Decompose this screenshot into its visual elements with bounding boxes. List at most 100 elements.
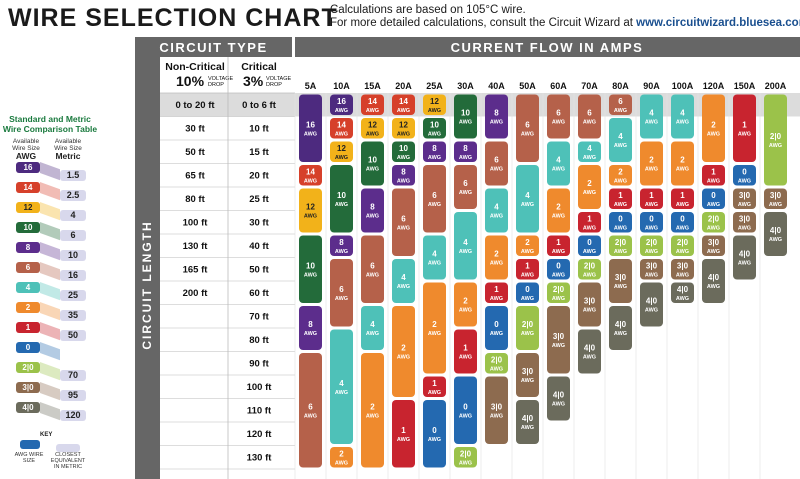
wire-pill-unit: AWG (614, 284, 627, 290)
wire-pill-12 (361, 118, 384, 139)
wire-pill-4-0 (702, 259, 725, 303)
wire-pill-1 (578, 212, 601, 233)
wire-pill-unit: AWG (459, 460, 472, 466)
wire-pill-1 (516, 259, 539, 280)
wire-pill-gauge: 6 (525, 120, 530, 129)
wire-pill-4-0 (547, 376, 570, 421)
wire-pill-gauge: 1 (587, 214, 592, 223)
wire-pill-gauge: 0 (463, 402, 468, 411)
comparison-awg-swatch: 0 (16, 342, 40, 353)
wire-pill-unit: AWG (459, 120, 472, 126)
wire-pill-6 (330, 259, 353, 327)
wire-pill-gauge: 1 (680, 191, 685, 200)
amp-header: 25A (426, 81, 443, 91)
wire-pill-gauge: 3|0 (491, 402, 503, 411)
wire-pill-unit: AWG (552, 167, 565, 173)
noncritical-length-label: 30 ft (185, 124, 205, 135)
wire-pill-unit: AWG (304, 272, 317, 278)
wire-pill-4-0 (764, 212, 787, 256)
wire-pill-unit: AWG (552, 402, 565, 408)
wire-pill-0 (454, 376, 477, 444)
wire-pill-0 (423, 400, 446, 468)
circuit-wizard-link[interactable]: www.circuitwizard.bluesea.com (636, 17, 800, 29)
comparison-metric-value: 1.5 (60, 170, 86, 181)
current-flow-bar (295, 37, 800, 57)
wire-pill-4 (547, 141, 570, 186)
wire-pill-gauge: 2|0 (584, 261, 596, 270)
wire-pill-unit: AWG (397, 155, 410, 161)
amp-header: 5A (305, 81, 317, 91)
wire-pill-unit: AWG (397, 437, 410, 443)
wire-pill-gauge: 0 (587, 238, 592, 247)
comparison-table: Standard and Metric Wire Comparison Tabl… (0, 110, 135, 479)
wire-pill-gauge: 6 (587, 109, 592, 118)
wire-pill-unit: AWG (335, 390, 348, 396)
wire-pill-gauge: 1 (432, 379, 437, 388)
wire-pill-unit: AWG (428, 202, 441, 208)
wire-pill-gauge: 0 (742, 167, 747, 176)
wire-pill-gauge: 0 (432, 426, 437, 435)
wire-pill-unit: AWG (428, 331, 441, 337)
wire-pill-unit: AWG (521, 272, 534, 278)
wire-pill-16 (299, 94, 322, 162)
noncritical-vd-2: DROP (208, 82, 224, 88)
wire-pill-unit: AWG (366, 108, 379, 114)
wire-pill-6 (299, 353, 322, 468)
comparison-title-1: Standard and Metric (9, 114, 91, 124)
wire-pill-unit: AWG (366, 167, 379, 173)
wire-pill-16 (330, 94, 353, 115)
wire-pill-gauge: 6 (463, 179, 468, 188)
critical-pct: 3% (243, 73, 264, 89)
wire-pill-unit: AWG (459, 155, 472, 161)
wire-pill-unit: AWG (490, 261, 503, 267)
wire-pill-unit: AWG (459, 190, 472, 196)
amp-header: 20A (395, 81, 412, 91)
wire-pill-unit: AWG (335, 155, 348, 161)
wire-pill-unit: AWG (366, 331, 379, 337)
wire-pill-gauge: 0 (649, 214, 654, 223)
wire-pill-unit: AWG (335, 296, 348, 302)
wire-pill-gauge: 4 (401, 273, 406, 282)
wire-pill-2-0 (485, 353, 508, 374)
critical-length-label: 120 ft (247, 429, 273, 440)
wire-pill-1 (547, 235, 570, 256)
wire-pill-gauge: 2|0 (460, 449, 472, 458)
critical-length-label: 90 ft (249, 359, 269, 370)
wire-pill-3-0 (578, 282, 601, 327)
wire-pill-2-0 (764, 94, 787, 186)
comparison-awg-swatch: 1 (16, 322, 40, 333)
wire-pill-4-0 (609, 306, 632, 350)
wire-pill-unit: AWG (428, 131, 441, 137)
wire-pill-gauge: 2|0 (553, 285, 565, 294)
wire-pill-gauge: 2|0 (708, 214, 720, 223)
wire-pill-unit: AWG (769, 143, 782, 149)
wire-pill-2-0 (547, 282, 570, 303)
wire-pill-3-0 (516, 353, 539, 397)
amp-header: 150A (734, 81, 756, 91)
wire-pill-unit: AWG (459, 308, 472, 314)
comparison-metric-value: 6 (60, 230, 86, 241)
comparison-metric-value: 4 (60, 210, 86, 221)
wire-pill-1 (702, 165, 725, 186)
wire-pill-gauge: 4|0 (677, 285, 689, 294)
wire-pill-14 (330, 118, 353, 139)
key-awg-label: AWG WIRE SIZE (14, 452, 44, 464)
wire-pill-4 (516, 165, 539, 233)
wire-pill-gauge: 1 (401, 426, 406, 435)
wire-pill-gauge: 4 (339, 379, 344, 388)
comparison-metric-value: 95 (60, 390, 86, 401)
wire-pill-unit: AWG (614, 178, 627, 184)
comparison-metric-value: 120 (60, 410, 86, 421)
wire-pill-4 (640, 94, 663, 139)
wire-pill-2-0 (578, 259, 601, 280)
critical-length-label: 10 ft (249, 124, 269, 135)
wire-pill-gauge: 4 (556, 156, 561, 165)
wire-pill-unit: AWG (645, 249, 658, 255)
wire-pill-unit: AWG (490, 296, 503, 302)
wire-pill-unit: AWG (676, 167, 689, 173)
wire-pill-gauge: 4 (432, 250, 437, 259)
wire-pill-gauge: 2 (463, 297, 468, 306)
wire-pill-gauge: 8 (339, 238, 344, 247)
wire-pill-unit: AWG (552, 272, 565, 278)
wire-pill-6 (578, 94, 601, 139)
